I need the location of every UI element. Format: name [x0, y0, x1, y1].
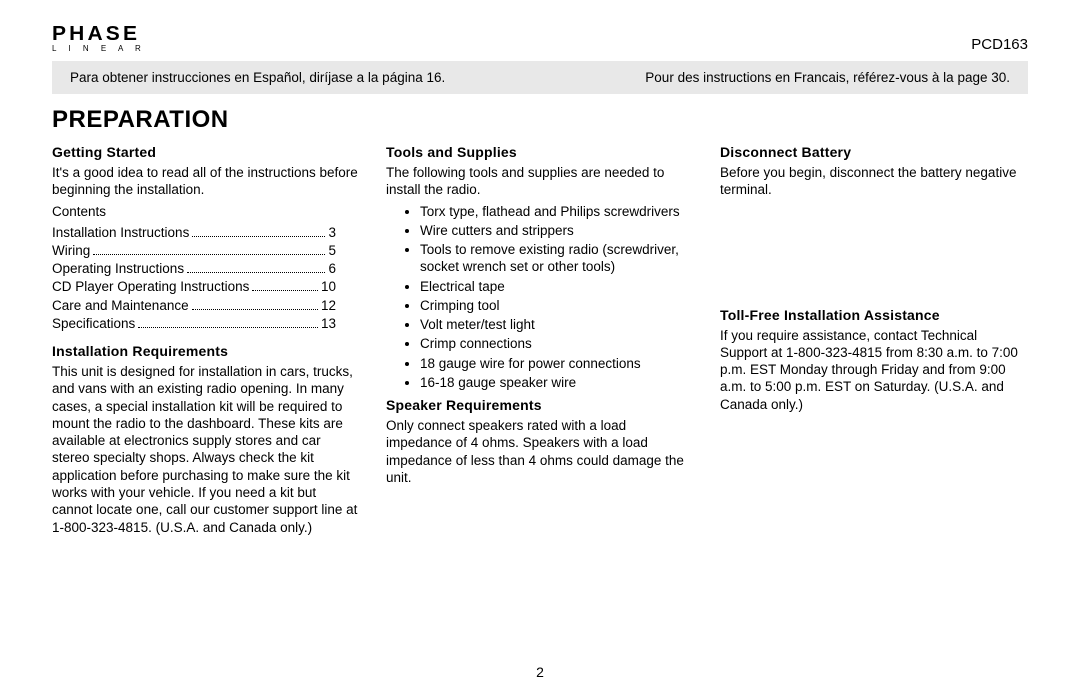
toc-row: CD Player Operating Instructions 10 — [52, 278, 360, 296]
page-title: PREPARATION — [52, 106, 1028, 134]
toc-dots — [252, 290, 318, 291]
tools-list-item: Wire cutters and strippers — [420, 222, 694, 239]
model-number: PCD163 — [971, 36, 1028, 53]
tools-list-item: Torx type, flathead and Philips screwdri… — [420, 203, 694, 220]
toc-label: CD Player Operating Instructions — [52, 278, 249, 296]
tools-list: Torx type, flathead and Philips screwdri… — [386, 203, 694, 392]
toc-dots — [192, 236, 325, 237]
contents-label: Contents — [52, 203, 360, 220]
column-3: Disconnect Battery Before you begin, dis… — [720, 140, 1028, 540]
assist-body: If you require assistance, contact Techn… — [720, 327, 1028, 413]
content-columns: Getting Started It's a good idea to read… — [52, 140, 1028, 540]
column-2: Tools and Supplies The following tools a… — [386, 140, 694, 540]
toc-row: Specifications 13 — [52, 315, 360, 333]
toc-dots — [192, 309, 318, 310]
toc-row: Care and Maintenance 12 — [52, 297, 360, 315]
brand-logo: PHASE L I N E A R — [52, 24, 146, 53]
column-1: Getting Started It's a good idea to read… — [52, 140, 360, 540]
tools-list-item: 16-18 gauge speaker wire — [420, 374, 694, 391]
tools-intro: The following tools and supplies are nee… — [386, 164, 694, 199]
spanish-note: Para obtener instrucciones en Español, d… — [70, 70, 445, 85]
battery-heading: Disconnect Battery — [720, 144, 1028, 160]
tools-heading: Tools and Supplies — [386, 144, 694, 160]
toc-page: 6 — [328, 260, 360, 278]
vertical-gap — [720, 203, 1028, 303]
install-req-body: This unit is designed for installation i… — [52, 363, 360, 536]
battery-body: Before you begin, disconnect the battery… — [720, 164, 1028, 199]
toc-dots — [138, 327, 318, 328]
toc-page: 13 — [321, 315, 360, 333]
table-of-contents: Installation Instructions3Wiring5Operati… — [52, 224, 360, 333]
language-bar: Para obtener instrucciones en Español, d… — [52, 61, 1028, 94]
page-number: 2 — [536, 664, 544, 680]
tools-list-item: Tools to remove existing radio (screwdri… — [420, 241, 694, 276]
toc-dots — [93, 254, 325, 255]
tools-list-item: Electrical tape — [420, 278, 694, 295]
toc-dots — [187, 272, 325, 273]
toc-row: Wiring 5 — [52, 242, 360, 260]
tools-list-item: Crimping tool — [420, 297, 694, 314]
tools-list-item: Volt meter/test light — [420, 316, 694, 333]
logo-main-text: PHASE — [52, 24, 140, 44]
toc-label: Care and Maintenance — [52, 297, 189, 315]
logo-sub-text: L I N E A R — [52, 45, 146, 53]
speaker-heading: Speaker Requirements — [386, 397, 694, 413]
toc-page: 5 — [328, 242, 360, 260]
toc-label: Installation Instructions — [52, 224, 189, 242]
speaker-body: Only connect speakers rated with a load … — [386, 417, 694, 486]
toc-row: Installation Instructions 3 — [52, 224, 360, 242]
toc-label: Wiring — [52, 242, 90, 260]
toc-label: Operating Instructions — [52, 260, 184, 278]
getting-started-intro: It's a good idea to read all of the inst… — [52, 164, 360, 199]
french-note: Pour des instructions en Francais, référ… — [645, 70, 1010, 85]
getting-started-heading: Getting Started — [52, 144, 360, 160]
tools-list-item: 18 gauge wire for power connections — [420, 355, 694, 372]
toc-page: 12 — [321, 297, 360, 315]
toc-row: Operating Instructions 6 — [52, 260, 360, 278]
install-req-heading: Installation Requirements — [52, 343, 360, 359]
header-row: PHASE L I N E A R PCD163 — [52, 24, 1028, 53]
assist-heading: Toll-Free Installation Assistance — [720, 307, 1028, 323]
toc-page: 10 — [321, 278, 360, 296]
toc-label: Specifications — [52, 315, 135, 333]
toc-page: 3 — [328, 224, 360, 242]
tools-list-item: Crimp connections — [420, 335, 694, 352]
